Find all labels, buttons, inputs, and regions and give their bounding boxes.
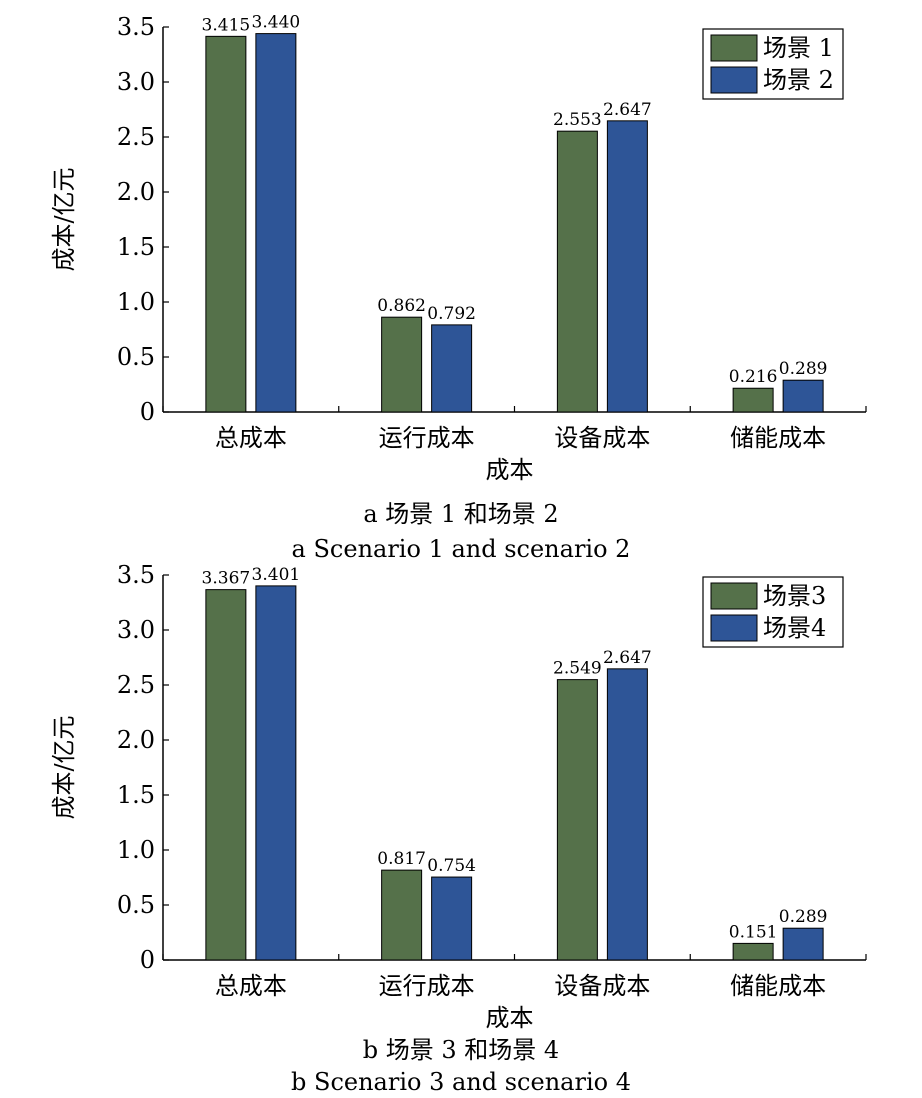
chart-b-bar — [206, 590, 246, 960]
chart-a-data-label: 2.647 — [603, 100, 652, 120]
chart-a-bar — [382, 317, 422, 412]
bar-chart-b: 0 0.5 1.0 1.5 2.0 2.5 3.0 3.5 总成本 3.367 3.401 运行成本 0… — [0, 548, 922, 1096]
chart-a-bar — [557, 131, 597, 412]
chart-a-legend-label: 场景 1 — [763, 34, 834, 62]
chart-b-data-label: 0.289 — [779, 907, 828, 927]
chart-b-bar — [783, 928, 823, 960]
caption-b-cn: b 场景 3 和场景 4 — [0, 1036, 922, 1064]
chart-b-x-axis-title: 成本 — [486, 1004, 534, 1032]
chart-a-x-tick-label: 运行成本 — [379, 424, 475, 452]
chart-a-y-tick-label: 2.0 — [117, 178, 155, 206]
chart-a-bar — [206, 36, 246, 412]
chart-a-data-label: 3.440 — [252, 13, 301, 33]
chart-a-y-axis-title: 成本/亿元 — [50, 167, 78, 271]
chart-a-x-tick-label: 设备成本 — [554, 424, 650, 452]
chart-b-y-axis-title: 成本/亿元 — [50, 715, 78, 819]
chart-b-y-tick-label: 2.0 — [117, 726, 155, 754]
chart-b-data-label: 0.817 — [377, 849, 426, 869]
chart-b-y-tick-label: 1.0 — [117, 836, 155, 864]
chart-b-bar — [733, 943, 773, 960]
chart-b-x-tick-label: 储能成本 — [730, 972, 826, 1000]
chart-a-y-tick-label: 1.0 — [117, 288, 155, 316]
chart-b-bar — [382, 870, 422, 960]
chart-a-bar — [733, 388, 773, 412]
chart-b-data-label: 2.549 — [553, 659, 602, 679]
chart-a-y-tick-label: 1.5 — [117, 233, 155, 261]
chart-b-legend-swatch — [711, 615, 757, 641]
chart-b-y-tick-label: 0.5 — [117, 891, 155, 919]
chart-b-legend-swatch — [711, 583, 757, 609]
chart-b-y-tick-label: 0 — [140, 946, 155, 974]
chart-a-y-tick-label: 0 — [140, 398, 155, 426]
chart-a-legend-swatch — [711, 67, 757, 93]
chart-a-x-tick-label: 总成本 — [215, 424, 287, 452]
chart-b-data-label: 3.401 — [252, 565, 301, 585]
chart-a-legend-swatch — [711, 35, 757, 61]
chart-a-bar — [607, 121, 647, 412]
chart-a-data-label: 3.415 — [202, 15, 251, 35]
chart-b-data-label: 0.754 — [427, 856, 476, 876]
chart-b-bar — [607, 669, 647, 960]
chart-b-x-tick-label: 总成本 — [215, 972, 287, 1000]
chart-a-data-label: 0.216 — [729, 367, 778, 387]
chart-b-y-tick-label: 3.5 — [117, 561, 155, 589]
chart-b-legend-label: 场景3 — [763, 582, 826, 610]
caption-b-en: b Scenario 3 and scenario 4 — [0, 1068, 922, 1096]
chart-a-y-tick-label: 2.5 — [117, 123, 155, 151]
chart-a-bar — [256, 34, 296, 412]
chart-a-bar — [783, 380, 823, 412]
chart-a-x-axis-title: 成本 — [486, 456, 534, 484]
chart-b-y-tick-label: 3.0 — [117, 616, 155, 644]
chart-b-legend-label: 场景4 — [763, 614, 826, 642]
chart-a-y-tick-label: 0.5 — [117, 343, 155, 371]
caption-a-cn: a 场景 1 和场景 2 — [0, 500, 922, 528]
chart-a-bar — [432, 325, 472, 412]
chart-b-data-label: 3.367 — [202, 569, 251, 589]
chart-a-data-label: 0.862 — [377, 296, 426, 316]
chart-b-data-label: 2.647 — [603, 648, 652, 668]
chart-b-x-tick-label: 设备成本 — [554, 972, 650, 1000]
chart-b-y-tick-label: 1.5 — [117, 781, 155, 809]
chart-b-bar — [256, 586, 296, 960]
chart-a-y-tick-label: 3.0 — [117, 68, 155, 96]
chart-a-x-tick-label: 储能成本 — [730, 424, 826, 452]
chart-b-data-label: 0.151 — [729, 922, 778, 942]
chart-a-y-tick-label: 3.5 — [117, 13, 155, 41]
bar-chart-a: 0 0.5 1.0 1.5 2.0 2.5 3.0 3.5 总成本 3.415 3.440 运行成本 0… — [0, 0, 922, 548]
chart-a-legend-label: 场景 2 — [763, 66, 834, 94]
chart-b-bar — [432, 877, 472, 960]
chart-a-data-label: 0.289 — [779, 359, 828, 379]
chart-b-x-tick-label: 运行成本 — [379, 972, 475, 1000]
chart-b-bar — [557, 680, 597, 960]
chart-a-data-label: 0.792 — [427, 304, 476, 324]
chart-a-data-label: 2.553 — [553, 110, 602, 130]
chart-b-y-tick-label: 2.5 — [117, 671, 155, 699]
